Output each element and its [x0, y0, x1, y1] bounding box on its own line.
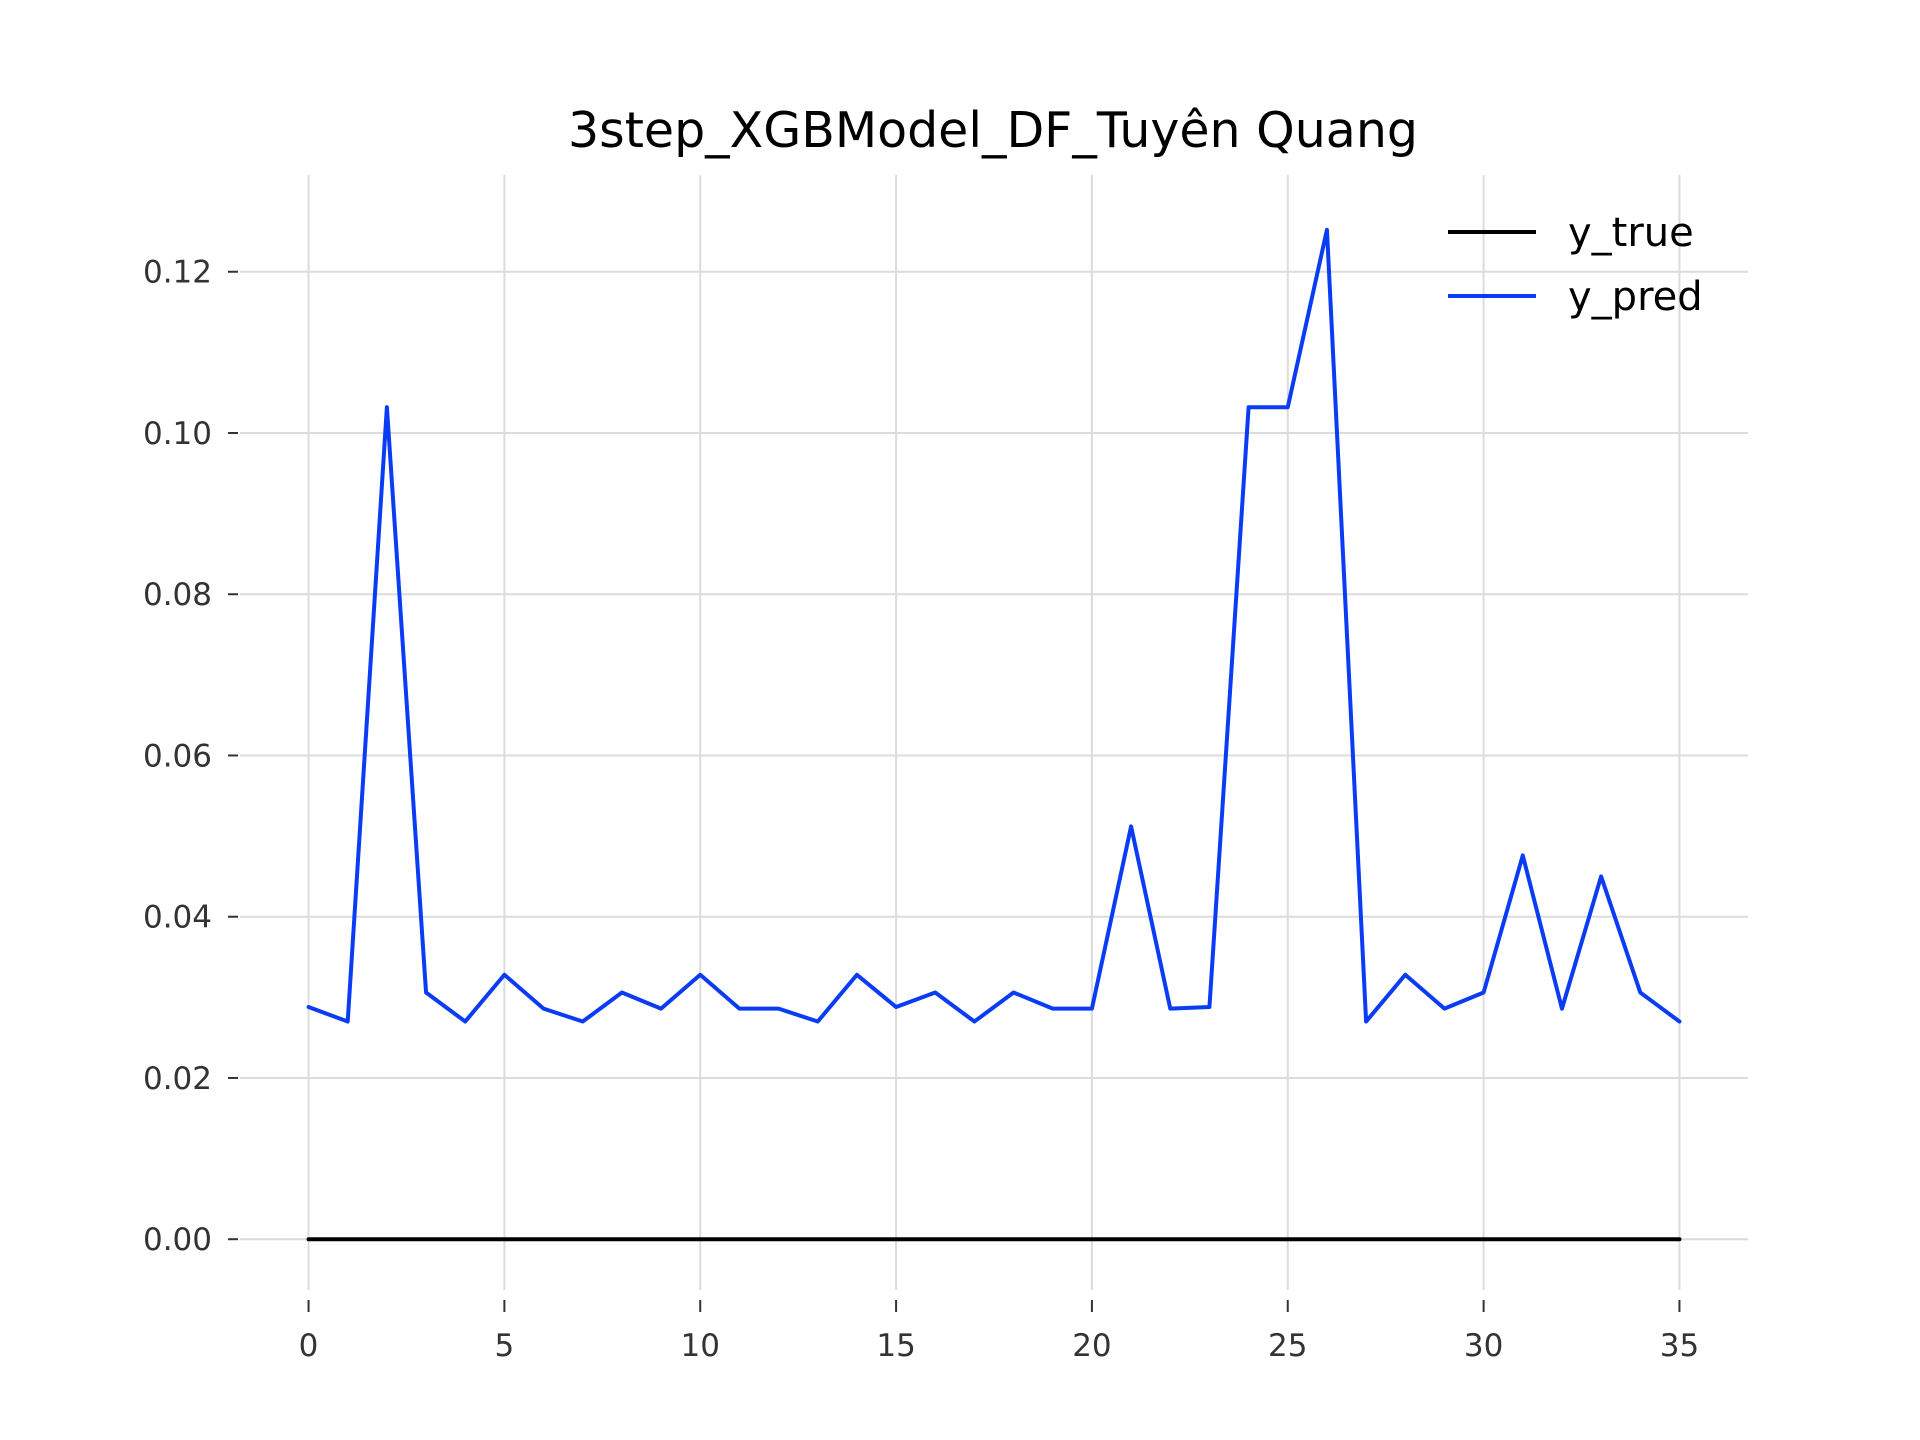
grid	[240, 175, 1748, 1290]
y-tick-label: 0.02	[143, 1061, 212, 1097]
x-tick-label: 20	[1072, 1328, 1111, 1364]
y-tick-label: 0.00	[143, 1222, 212, 1258]
x-tick-label: 10	[681, 1328, 720, 1364]
x-tick-label: 35	[1660, 1328, 1699, 1364]
x-tick-label: 30	[1464, 1328, 1503, 1364]
y-tick-label: 0.04	[143, 900, 212, 936]
y-tick-label: 0.10	[143, 416, 212, 452]
series-line-y-pred	[306, 227, 1682, 1024]
y-tick-label: 0.06	[143, 738, 212, 774]
x-tick-label: 0	[299, 1328, 319, 1364]
axes: 0 5 10 15 20 25 30 35 0.00 0.02 0.04 0.06 0.08 0.10 0.…	[143, 255, 1699, 1364]
y-tick-label: 0.12	[143, 255, 212, 291]
legend: y_true y_pred	[1448, 210, 1703, 320]
legend-label: y_true	[1568, 210, 1694, 256]
x-tick-label: 5	[495, 1328, 515, 1364]
legend-label: y_pred	[1568, 274, 1703, 320]
series-lines	[306, 227, 1682, 1242]
y-tick-label: 0.08	[143, 577, 212, 613]
x-tick-label: 15	[876, 1328, 915, 1364]
chart-title: 3step_XGBModel_DF_Tuyên Quang	[568, 102, 1418, 159]
x-tick-label: 25	[1268, 1328, 1307, 1364]
